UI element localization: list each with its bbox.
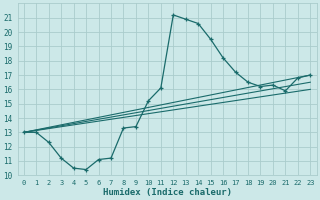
- X-axis label: Humidex (Indice chaleur): Humidex (Indice chaleur): [102, 188, 232, 197]
